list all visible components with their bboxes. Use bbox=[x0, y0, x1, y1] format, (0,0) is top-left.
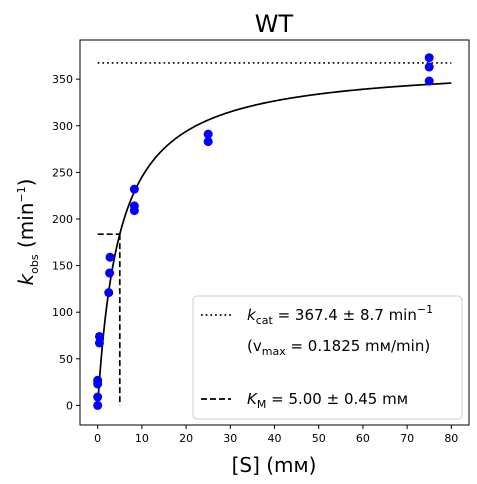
y-tick-label: 300 bbox=[52, 120, 73, 133]
y-tick-label: 350 bbox=[52, 73, 73, 86]
y-tick-label: 200 bbox=[52, 213, 73, 226]
y-axis-unit: (min bbox=[14, 203, 38, 255]
legend-km-subscript: M bbox=[257, 398, 267, 411]
legend-vmax-label: (vmax = 0.1825 mм/min) bbox=[247, 337, 430, 358]
fit-curve-group bbox=[96, 82, 452, 406]
legend-kcat-superscript: −1 bbox=[417, 303, 433, 316]
data-point bbox=[203, 137, 213, 147]
y-tick-label: 0 bbox=[66, 399, 73, 412]
data-point bbox=[424, 53, 434, 63]
legend: kcat = 367.4 ± 8.7 min−1 (vmax = 0.1825 … bbox=[192, 295, 463, 420]
y-tick-label: 250 bbox=[52, 166, 73, 179]
x-tick-label: 10 bbox=[135, 432, 149, 445]
data-points bbox=[93, 53, 434, 410]
data-point bbox=[203, 129, 213, 139]
legend-kcat-text: = 367.4 ± 8.7 min bbox=[273, 306, 417, 324]
y-tick-label: 50 bbox=[59, 353, 73, 366]
x-tick-label: 20 bbox=[179, 432, 193, 445]
x-tick-label: 50 bbox=[312, 432, 326, 445]
data-point bbox=[424, 76, 434, 86]
x-tick-label: 80 bbox=[444, 432, 458, 445]
y-axis-unit-superscript: −1 bbox=[15, 186, 28, 202]
data-point bbox=[93, 375, 103, 385]
data-point bbox=[424, 62, 434, 72]
x-axis-title: [S] (mм) bbox=[232, 453, 317, 477]
legend-box bbox=[192, 295, 463, 420]
y-axis-symbol: k bbox=[14, 272, 38, 285]
legend-km-symbol: K bbox=[247, 390, 258, 408]
data-point bbox=[129, 184, 139, 194]
chart-title: WT bbox=[255, 10, 294, 38]
data-point bbox=[93, 400, 103, 410]
data-point bbox=[94, 331, 104, 341]
legend-vmax-open: (v bbox=[247, 337, 262, 355]
data-point bbox=[105, 268, 115, 278]
y-tick-label: 100 bbox=[52, 306, 73, 319]
data-point bbox=[129, 201, 139, 211]
legend-vmax-subscript: max bbox=[262, 345, 286, 358]
x-tick-label: 0 bbox=[94, 432, 101, 445]
legend-kcat-label: kcat = 367.4 ± 8.7 min−1 bbox=[247, 303, 433, 327]
y-axis-subscript: obs bbox=[28, 254, 41, 274]
legend-kcat-symbol: k bbox=[247, 306, 257, 324]
michaelis-menten-fit-curve bbox=[96, 82, 452, 406]
legend-kcat-subscript: cat bbox=[256, 314, 274, 327]
x-tick-label: 60 bbox=[356, 432, 370, 445]
data-point bbox=[93, 392, 103, 402]
y-axis-title: kobs (min−1) bbox=[14, 179, 41, 286]
y-axis-unit-close: ) bbox=[14, 179, 38, 187]
reference-lines bbox=[97, 62, 452, 406]
x-tick-label: 40 bbox=[268, 432, 282, 445]
legend-km-text: = 5.00 ± 0.45 mм bbox=[266, 390, 408, 408]
data-point bbox=[94, 338, 104, 348]
y-tick-label: 150 bbox=[52, 260, 73, 273]
data-point bbox=[105, 252, 115, 262]
axis-ticks: 0 10 20 30 40 50 60 70 80 0 50 100 150 200 250 300 350 bbox=[52, 73, 458, 445]
data-point bbox=[104, 288, 114, 298]
legend-vmax-text: = 0.1825 mм/min) bbox=[286, 337, 430, 355]
x-tick-label: 30 bbox=[223, 432, 237, 445]
legend-km-label: KM = 5.00 ± 0.45 mм bbox=[247, 390, 408, 411]
x-tick-label: 70 bbox=[400, 432, 414, 445]
